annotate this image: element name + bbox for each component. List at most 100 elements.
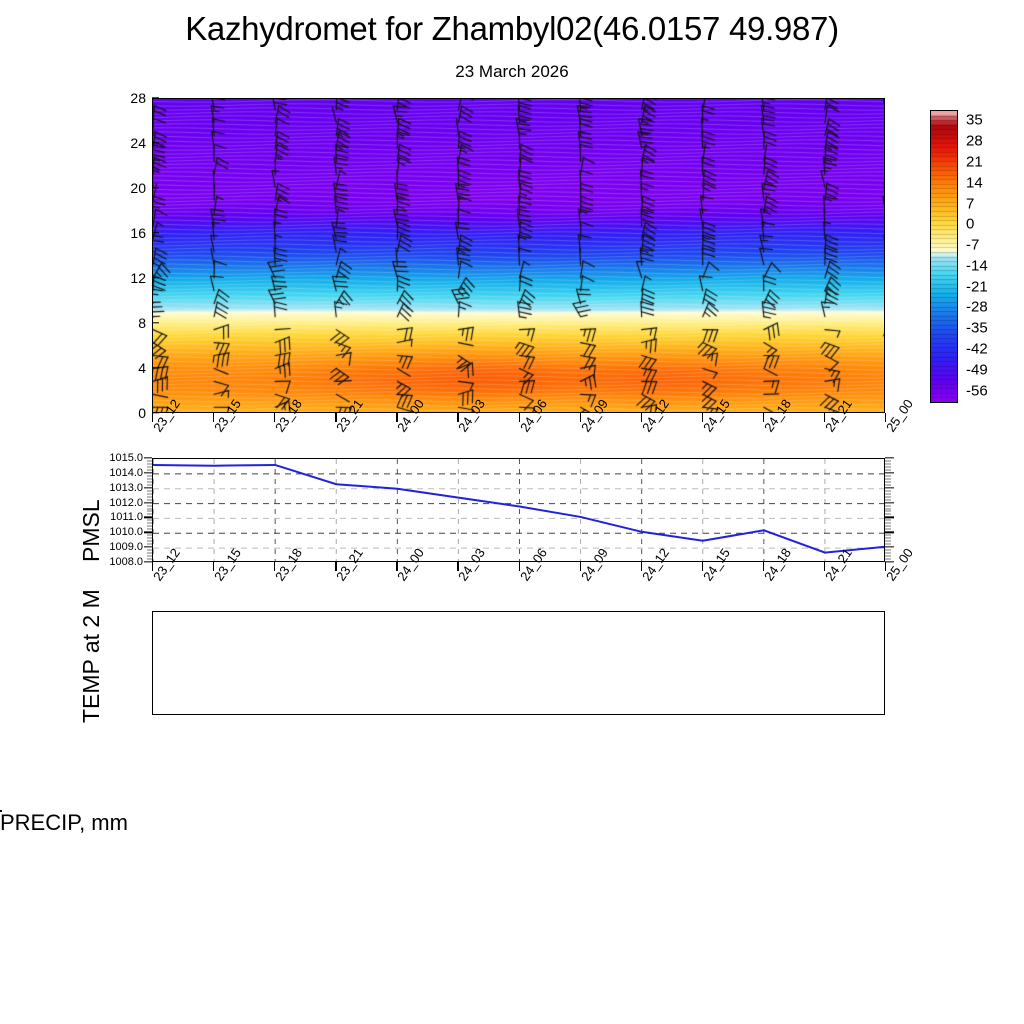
y-right-tick xyxy=(885,493,891,495)
colorbar-tick-label: 35 xyxy=(966,111,983,129)
x-tick-mark xyxy=(640,413,642,422)
x-tick-mark xyxy=(213,413,215,422)
y-right-tick xyxy=(885,457,894,459)
colorbar-tick-label: -21 xyxy=(966,278,988,296)
x-tick-mark xyxy=(518,413,520,422)
page-subtitle: 23 March 2026 xyxy=(455,62,569,81)
y-tick-label: 0 xyxy=(138,405,146,421)
y-right-tick xyxy=(885,472,894,474)
y-minor-tick xyxy=(147,528,152,530)
y-right-tick xyxy=(885,510,891,512)
x-tick-mark xyxy=(152,413,154,422)
y-minor-tick xyxy=(147,513,152,515)
y-minor-tick xyxy=(147,475,152,477)
y-minor-tick xyxy=(147,469,152,471)
y-right-tick xyxy=(885,469,891,471)
y-right-tick xyxy=(885,463,891,465)
x-tick-mark xyxy=(152,562,154,571)
y-minor-tick xyxy=(147,484,152,486)
y-tick-mark xyxy=(152,367,159,369)
x-tick-mark xyxy=(213,562,215,571)
y-minor-tick xyxy=(147,505,152,507)
y-right-tick xyxy=(885,552,891,554)
x-tick-mark xyxy=(640,562,642,571)
y-tick-label: 1014.0 xyxy=(109,466,143,479)
x-tick-mark xyxy=(396,562,398,571)
precip-plot-area xyxy=(0,810,2,812)
y-tick-label: 4 xyxy=(138,360,146,376)
y-right-tick xyxy=(885,522,891,524)
y-tick-label: 1012.0 xyxy=(109,496,143,509)
y-tick-label: 8 xyxy=(138,315,146,331)
y-right-tick xyxy=(885,519,891,521)
y-minor-tick xyxy=(147,549,152,551)
x-tick-mark xyxy=(457,413,459,422)
y-minor-tick xyxy=(147,543,152,545)
y-right-tick xyxy=(885,501,894,504)
colorbar-tick-label: -56 xyxy=(966,382,988,400)
y-minor-tick xyxy=(147,525,152,527)
y-right-tick xyxy=(885,525,891,527)
y-right-tick xyxy=(885,528,891,530)
y-minor-tick xyxy=(147,510,152,512)
y-right-tick xyxy=(885,549,891,551)
y-tick-label: 1013.0 xyxy=(109,481,143,494)
y-right-tick xyxy=(885,508,891,509)
y-right-tick xyxy=(885,546,894,548)
x-tick-mark xyxy=(885,562,887,571)
y-tick-label: 1011.0 xyxy=(110,511,143,524)
y-minor-tick xyxy=(147,481,152,483)
x-tick-mark xyxy=(457,562,459,571)
y-tick-label: 28 xyxy=(130,90,146,106)
y-right-tick xyxy=(885,484,891,486)
y-tick-mark xyxy=(152,322,159,324)
y-tick-label: 16 xyxy=(130,225,146,241)
y-tick-label: 1009.0 xyxy=(109,541,143,554)
y-right-tick xyxy=(885,505,891,507)
x-tick-mark xyxy=(701,562,704,571)
colorbar-tick-label: 28 xyxy=(966,132,983,150)
colorbar-tick-label: -35 xyxy=(966,319,988,337)
temp-plot-area xyxy=(152,611,885,715)
cross-section-x-axis: 23_12 23_15 23_18 23_21 24_00 24_03 24_06 24_09… xyxy=(150,396,916,473)
temperature-shading xyxy=(153,99,884,412)
y-right-tick xyxy=(885,487,894,489)
colorbar-tick-label: -7 xyxy=(966,236,980,254)
y-minor-tick xyxy=(147,508,152,509)
y-tick-mark xyxy=(144,472,152,474)
colorbar xyxy=(930,110,958,403)
x-tick-mark xyxy=(701,413,704,422)
colorbar-tick-label: 14 xyxy=(966,174,983,192)
y-tick-label: 20 xyxy=(130,180,146,196)
y-tick-mark xyxy=(152,277,159,279)
colorbar-tick-label: 21 xyxy=(966,153,983,171)
y-tick-label: 24 xyxy=(130,135,146,151)
y-right-tick xyxy=(885,555,891,557)
y-tick-label: 1010.0 xyxy=(109,526,143,539)
y-minor-tick xyxy=(147,463,152,465)
x-tick-mark xyxy=(274,413,276,422)
y-tick-label: 12 xyxy=(130,270,146,286)
y-right-tick xyxy=(885,543,891,545)
y-minor-tick xyxy=(147,478,152,480)
y-tick-mark xyxy=(152,232,159,234)
y-right-tick xyxy=(885,513,891,515)
x-tick-mark xyxy=(823,562,826,571)
y-tick-mark xyxy=(144,546,152,548)
y-right-tick xyxy=(885,466,891,468)
pmsl-plot-area xyxy=(152,458,885,562)
y-minor-tick xyxy=(147,552,152,554)
x-tick-mark xyxy=(885,413,887,422)
y-right-tick xyxy=(885,475,891,477)
y-tick-mark xyxy=(144,516,152,519)
y-minor-tick xyxy=(147,537,152,539)
x-tick-label: 25_00 xyxy=(883,545,917,584)
pmsl-line xyxy=(153,463,884,554)
colorbar-tick-label: -42 xyxy=(966,340,988,358)
x-tick-mark xyxy=(579,413,581,422)
y-right-tick xyxy=(885,537,891,539)
y-minor-tick xyxy=(147,522,152,524)
y-right-tick xyxy=(885,496,891,498)
y-minor-tick xyxy=(147,499,152,501)
